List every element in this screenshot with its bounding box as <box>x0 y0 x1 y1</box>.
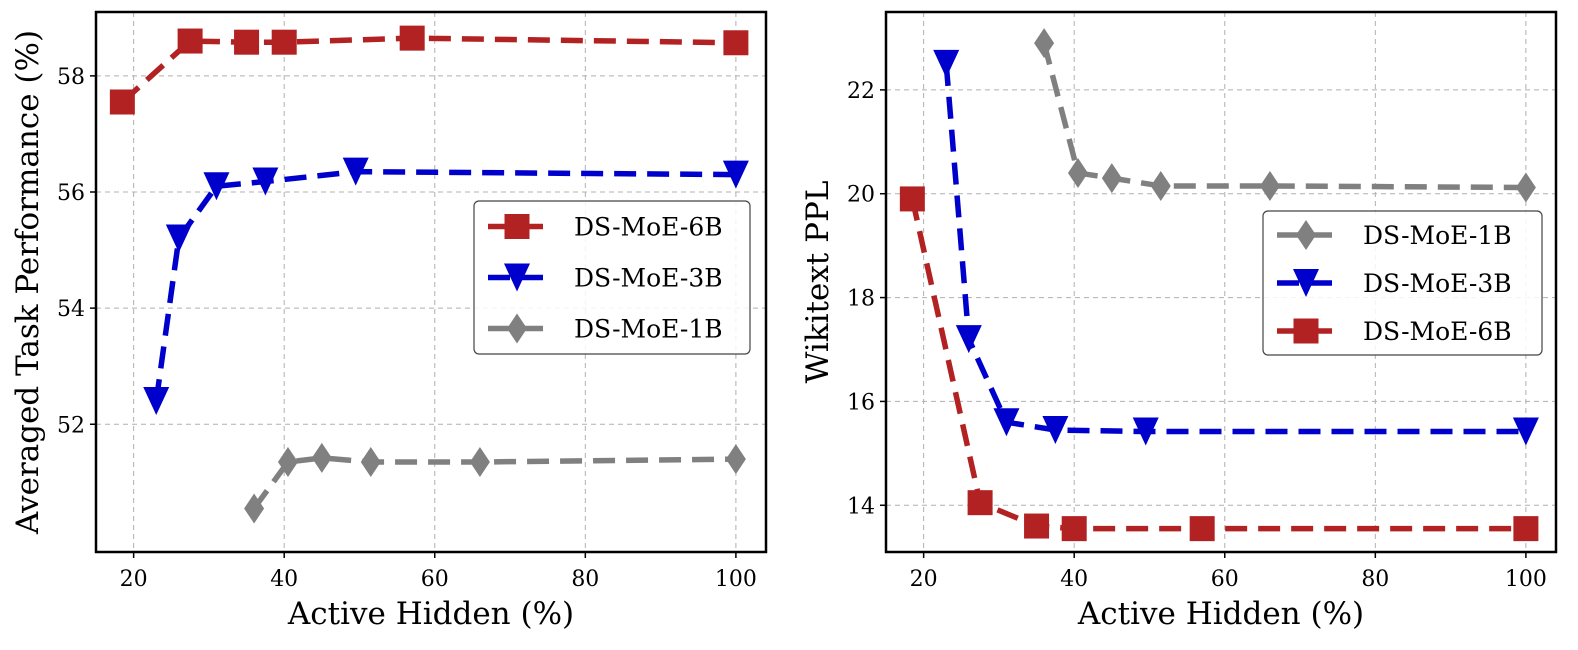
data-point-ds-moe-1b-3 <box>1150 170 1171 201</box>
data-point-ds-moe-6b-4 <box>399 25 425 51</box>
y-tick-label: 14 <box>847 494 875 519</box>
data-point-ds-moe-3b-4 <box>1132 417 1159 446</box>
y-tick-label: 20 <box>847 183 875 208</box>
x-tick-label: 20 <box>120 567 148 592</box>
y-tick-label: 52 <box>57 413 85 438</box>
legend-marker-ds-moe-6b <box>1293 318 1319 344</box>
data-point-ds-moe-3b-0 <box>933 49 960 78</box>
x-axis-label: Active Hidden (%) <box>1077 596 1364 632</box>
data-point-ds-moe-3b-1 <box>165 224 192 253</box>
legend-label-ds-moe-1b: DS-MoE-1B <box>574 315 723 344</box>
x-tick-label: 60 <box>421 567 449 592</box>
x-tick-label: 100 <box>715 567 757 592</box>
legend-box <box>473 200 751 355</box>
x-tick-label: 80 <box>1361 567 1389 592</box>
data-point-ds-moe-6b-1 <box>967 490 993 516</box>
legend-marker-ds-moe-6b <box>504 214 530 239</box>
data-point-ds-moe-6b-3 <box>1061 516 1087 542</box>
data-point-ds-moe-1b-4 <box>469 447 490 477</box>
series-line-ds-moe-1b <box>1041 42 1526 191</box>
data-point-ds-moe-1b-2 <box>1101 163 1122 194</box>
legend-marker-ds-moe-3b <box>1293 269 1319 297</box>
data-point-ds-moe-3b-4 <box>342 157 369 186</box>
data-point-ds-moe-1b-1 <box>277 447 298 477</box>
data-point-ds-moe-1b-3 <box>360 447 381 477</box>
data-point-ds-moe-6b-0 <box>109 89 135 115</box>
x-tick-label: 40 <box>270 567 298 592</box>
data-point-ds-moe-1b-2 <box>311 442 332 473</box>
y-tick-label: 22 <box>847 79 875 104</box>
data-point-ds-moe-6b-1 <box>177 28 203 54</box>
legend-marker-ds-moe-1b <box>507 313 527 344</box>
x-tick-label: 100 <box>1505 567 1547 592</box>
series-group <box>899 28 1539 542</box>
right-chart-panel: 20 40 60 80 100 14 16 18 20 22 Active Hidden (%) Wi… <box>800 10 1558 632</box>
legend-label-ds-moe-3b: DS-MoE-3B <box>1363 269 1512 298</box>
y-tick-label: 58 <box>57 65 85 90</box>
legend: DS-MoE-6B DS-MoE-3B DS-MoE-1B <box>473 200 751 355</box>
series-line-ds-moe-1b <box>251 455 736 511</box>
data-point-ds-moe-3b-2 <box>993 408 1020 437</box>
series-line-ds-moe-3b <box>943 63 1526 435</box>
data-point-ds-moe-1b-4 <box>1259 170 1280 201</box>
y-tick-label: 54 <box>57 297 85 322</box>
data-point-ds-moe-1b-5 <box>1515 172 1536 203</box>
data-point-ds-moe-3b-5 <box>1512 417 1539 446</box>
legend-marker-ds-moe-3b <box>504 263 530 292</box>
legend: DS-MoE-1B DS-MoE-3B DS-MoE-6B <box>1262 210 1543 356</box>
series-line-ds-moe-6b <box>120 35 736 105</box>
legend-box <box>1262 210 1543 356</box>
plot-frame <box>884 10 1558 554</box>
data-point-ds-moe-1b-1 <box>1067 157 1088 188</box>
x-tick-label: 20 <box>910 567 938 592</box>
left-chart-panel: 20 40 60 80 100 52 54 56 58 Active Hidden (%) Aver… <box>10 10 768 632</box>
data-point-ds-moe-3b-1 <box>955 325 982 354</box>
data-point-ds-moe-6b-5 <box>723 30 749 56</box>
x-tick-label: 40 <box>1060 567 1088 592</box>
data-point-ds-moe-3b-3 <box>1042 415 1069 444</box>
legend-label-ds-moe-3b: DS-MoE-3B <box>574 264 723 293</box>
y-axis-label: Averaged Task Performance (%) <box>10 30 46 535</box>
y-tick-label: 18 <box>847 287 875 312</box>
series-line-ds-moe-3b <box>153 168 736 402</box>
data-point-ds-moe-1b-0 <box>1034 28 1055 59</box>
y-axis-label: Wikitext PPL <box>800 181 836 384</box>
y-tick-label: 56 <box>57 181 85 206</box>
legend-label-ds-moe-1b: DS-MoE-1B <box>1363 221 1512 250</box>
legend-label-ds-moe-6b: DS-MoE-6B <box>1363 317 1512 346</box>
legend-label-ds-moe-6b: DS-MoE-6B <box>574 213 723 242</box>
legend-marker-ds-moe-1b <box>1296 220 1316 250</box>
data-point-ds-moe-1b-5 <box>725 444 746 475</box>
data-point-ds-moe-6b-4 <box>1189 516 1215 542</box>
data-point-ds-moe-6b-2 <box>234 29 260 55</box>
y-tick-label: 16 <box>847 390 875 415</box>
data-point-ds-moe-3b-2 <box>203 172 230 201</box>
data-point-ds-moe-6b-2 <box>1024 513 1050 539</box>
x-tick-label: 80 <box>571 567 599 592</box>
data-point-ds-moe-1b-0 <box>244 493 265 524</box>
series-group <box>109 25 749 524</box>
x-tick-label: 60 <box>1211 567 1239 592</box>
data-point-ds-moe-3b-3 <box>252 167 279 196</box>
data-point-ds-moe-3b-0 <box>143 387 170 416</box>
plot-frame <box>94 10 768 554</box>
data-point-ds-moe-6b-5 <box>1513 516 1539 542</box>
x-axis-label: Active Hidden (%) <box>287 596 574 632</box>
data-point-ds-moe-6b-0 <box>899 186 925 212</box>
data-point-ds-moe-6b-3 <box>271 29 297 55</box>
data-point-ds-moe-3b-5 <box>722 160 749 189</box>
